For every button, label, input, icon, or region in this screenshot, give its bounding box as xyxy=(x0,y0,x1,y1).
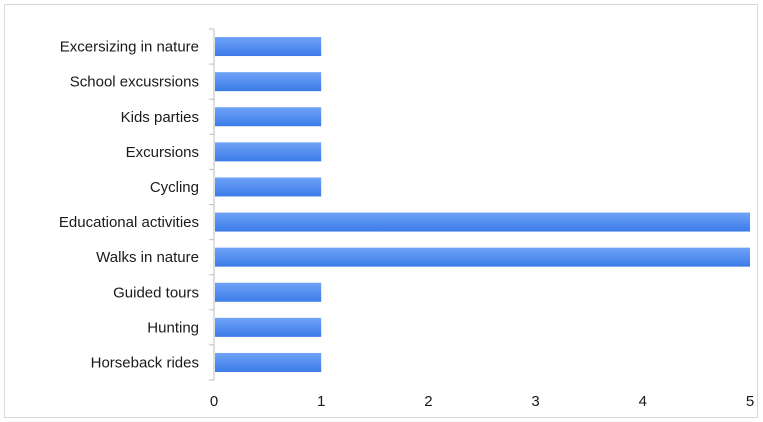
bars xyxy=(215,37,750,372)
x-tick-labels: 0 1 2 3 4 5 xyxy=(210,393,754,410)
chart-frame xyxy=(4,4,758,418)
bar xyxy=(215,107,322,127)
x-tick-label: 4 xyxy=(639,393,647,410)
bar xyxy=(215,317,322,337)
bar xyxy=(215,212,750,232)
y-tick-marks xyxy=(209,28,214,381)
x-tick-label: 2 xyxy=(424,393,432,410)
x-tick-label: 5 xyxy=(746,393,754,410)
bar xyxy=(215,72,322,92)
x-tick-label: 1 xyxy=(317,393,325,410)
category-label: School excusrsions xyxy=(70,74,199,91)
category-labels: Excersizing in nature School excusrsions K… xyxy=(59,39,199,372)
category-label: Hunting xyxy=(147,319,199,336)
bar xyxy=(215,177,322,197)
bar xyxy=(215,37,322,57)
category-label: Cycling xyxy=(150,179,199,196)
x-tick-label: 0 xyxy=(210,393,218,410)
bar xyxy=(215,352,322,372)
category-label: Horseback rides xyxy=(91,354,199,371)
category-label: Educational activities xyxy=(59,214,199,231)
category-label: Excursions xyxy=(126,144,199,161)
x-tick-label: 3 xyxy=(531,393,539,410)
bar xyxy=(215,282,322,302)
category-label: Excersizing in nature xyxy=(60,39,199,56)
category-label: Kids parties xyxy=(121,109,199,126)
category-label: Guided tours xyxy=(113,284,199,301)
category-label: Walks in nature xyxy=(96,249,199,266)
bar xyxy=(215,247,750,267)
bar xyxy=(215,142,322,162)
